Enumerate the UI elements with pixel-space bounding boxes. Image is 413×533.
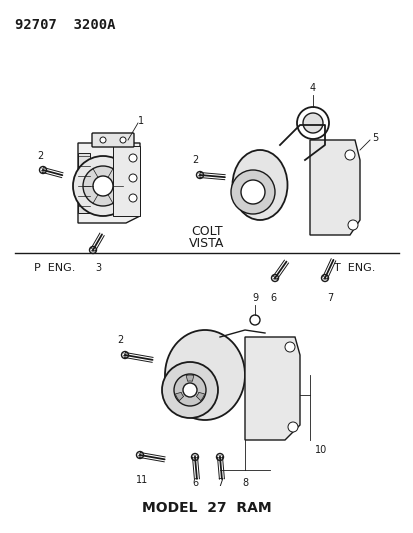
Text: 5: 5: [371, 133, 377, 143]
Circle shape: [89, 246, 96, 254]
Circle shape: [216, 454, 223, 461]
Ellipse shape: [232, 150, 287, 220]
Polygon shape: [78, 153, 90, 213]
Circle shape: [161, 362, 218, 418]
FancyBboxPatch shape: [92, 133, 134, 147]
Circle shape: [120, 137, 126, 143]
Circle shape: [129, 154, 137, 162]
Text: 10: 10: [314, 445, 326, 455]
Circle shape: [83, 166, 123, 206]
Circle shape: [302, 113, 322, 133]
Text: 7: 7: [326, 293, 332, 303]
Circle shape: [73, 156, 133, 216]
Text: 1: 1: [138, 116, 144, 126]
Text: COLT: COLT: [191, 225, 222, 238]
Circle shape: [271, 274, 278, 281]
Circle shape: [196, 172, 203, 179]
Text: 7: 7: [216, 478, 223, 488]
Circle shape: [249, 315, 259, 325]
Circle shape: [93, 176, 113, 196]
Circle shape: [287, 422, 297, 432]
Ellipse shape: [165, 330, 244, 420]
Polygon shape: [244, 337, 299, 440]
Circle shape: [347, 220, 357, 230]
Text: 3: 3: [95, 263, 101, 273]
Wedge shape: [196, 392, 204, 401]
Text: 2: 2: [191, 155, 198, 165]
Text: VISTA: VISTA: [189, 237, 224, 249]
Circle shape: [183, 383, 197, 397]
Text: MODEL  27  RAM: MODEL 27 RAM: [142, 501, 271, 515]
Circle shape: [230, 170, 274, 214]
Wedge shape: [175, 392, 183, 401]
Text: 2: 2: [37, 151, 43, 161]
Circle shape: [284, 342, 294, 352]
Circle shape: [240, 180, 264, 204]
Circle shape: [100, 137, 106, 143]
Circle shape: [321, 274, 328, 281]
Text: 4: 4: [309, 83, 315, 93]
Polygon shape: [309, 140, 359, 235]
Text: 8: 8: [241, 478, 247, 488]
Text: 9: 9: [252, 293, 257, 303]
Text: 6: 6: [192, 478, 197, 488]
Polygon shape: [78, 143, 140, 223]
Circle shape: [129, 194, 137, 202]
Text: 6: 6: [269, 293, 275, 303]
Text: 11: 11: [135, 475, 148, 485]
Circle shape: [191, 454, 198, 461]
Text: 92707  3200A: 92707 3200A: [15, 18, 115, 32]
Wedge shape: [186, 375, 193, 381]
Text: 2: 2: [116, 335, 123, 345]
Circle shape: [344, 150, 354, 160]
Polygon shape: [113, 146, 140, 216]
Circle shape: [129, 174, 137, 182]
Circle shape: [173, 374, 206, 406]
Circle shape: [136, 451, 143, 458]
Circle shape: [296, 107, 328, 139]
Circle shape: [121, 351, 128, 359]
Text: P  ENG.: P ENG.: [34, 263, 76, 273]
Text: T  ENG.: T ENG.: [334, 263, 375, 273]
Circle shape: [39, 166, 46, 174]
